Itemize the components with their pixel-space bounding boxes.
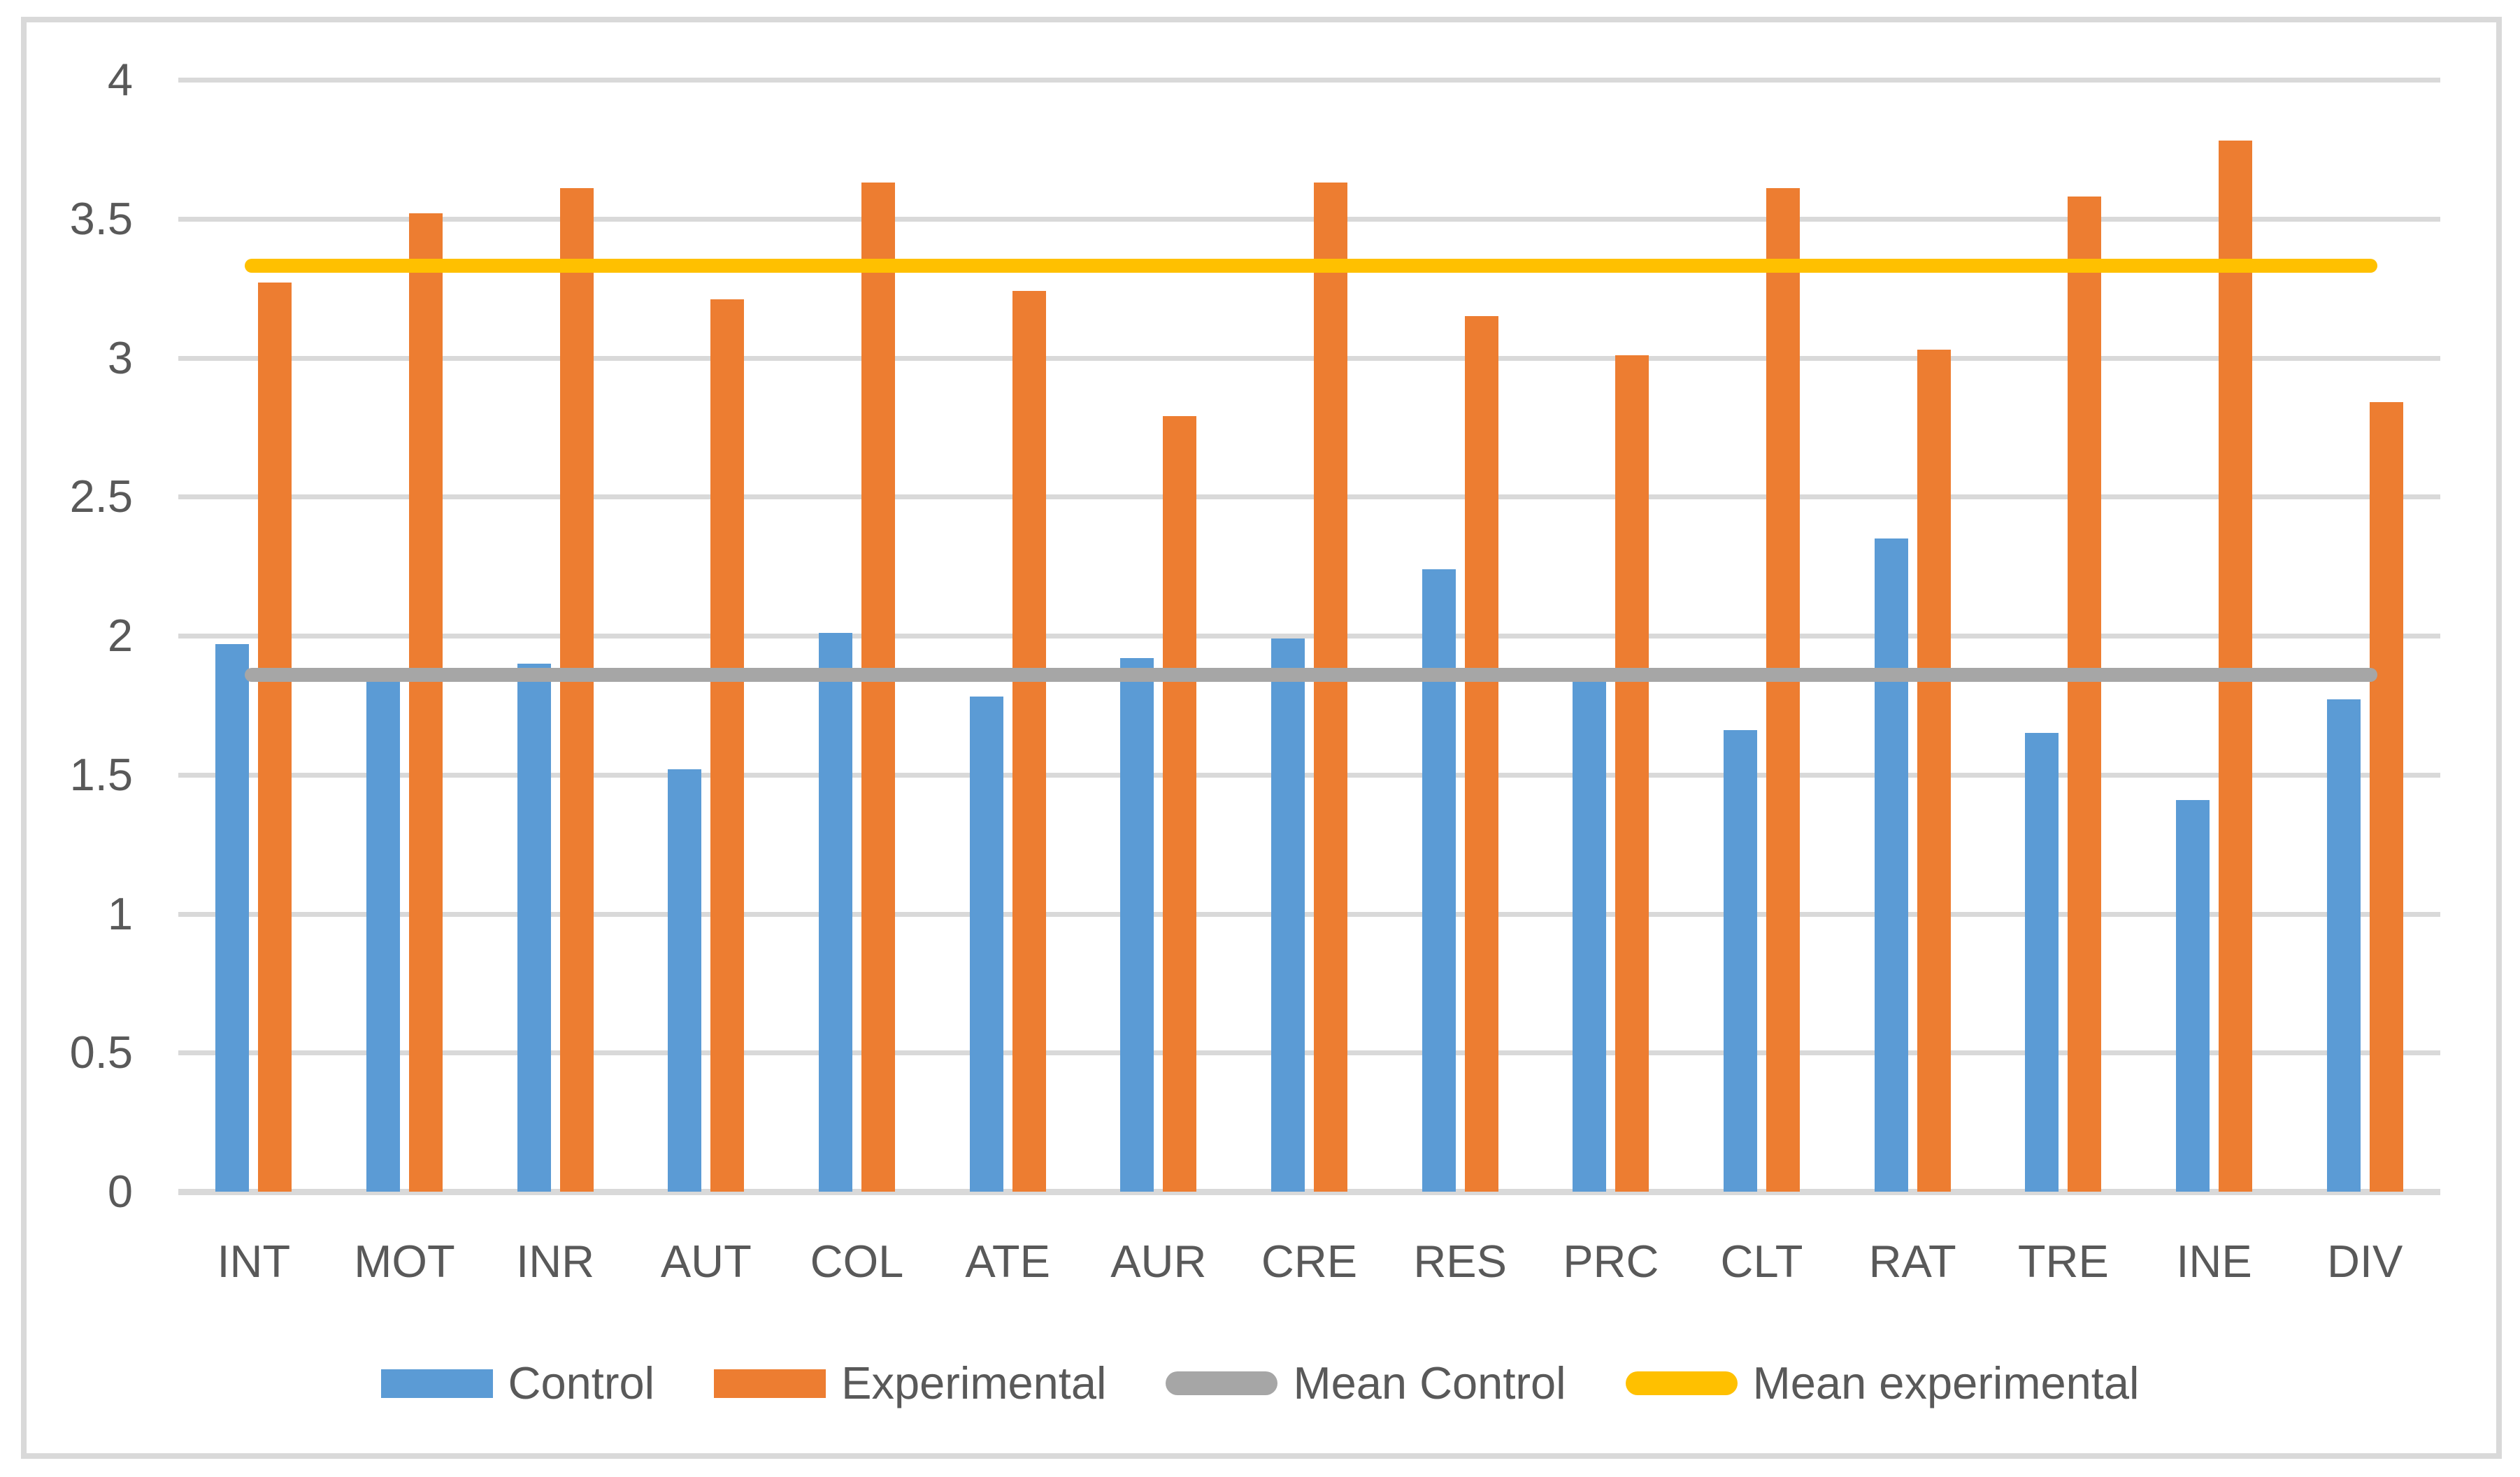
y-axis-tick-label: 3.5: [69, 192, 133, 244]
gridline: [178, 911, 2440, 917]
gridline: [178, 494, 2440, 500]
bar-experimental-int: [258, 283, 292, 1192]
x-axis-baseline: [178, 1189, 2440, 1195]
legend-swatch-control: [380, 1369, 493, 1398]
bar-experimental-rat: [1917, 349, 1951, 1192]
legend: Control Experimental Mean Control Mean expe…: [0, 1355, 2520, 1411]
x-axis-category-label: ATE: [965, 1236, 1050, 1287]
bar-experimental-res: [1464, 315, 1498, 1192]
mean-line-mean-control: [245, 667, 2377, 682]
legend-item-control: Control: [380, 1357, 655, 1408]
bar-experimental-aur: [1163, 415, 1197, 1192]
y-axis-tick-label: 2.5: [69, 471, 133, 522]
bar-control-col: [819, 633, 852, 1192]
bar-control-div: [2326, 699, 2361, 1192]
x-axis-category-label: RAT: [1868, 1236, 1956, 1287]
legend-label: Mean Control: [1293, 1357, 1566, 1408]
x-axis-category-label: INR: [516, 1236, 595, 1287]
legend-item-mean-experimental: Mean experimental: [1625, 1357, 2140, 1408]
bar-experimental-cre: [1314, 183, 1347, 1192]
gridline: [178, 1050, 2440, 1056]
bar-experimental-col: [861, 183, 895, 1192]
gridline: [178, 355, 2440, 361]
legend-item-experimental: Experimental: [714, 1359, 1106, 1408]
bar-experimental-clt: [1766, 188, 1800, 1192]
gridline: [178, 216, 2440, 222]
x-axis-category-label: INE: [2176, 1236, 2252, 1287]
bar-experimental-div: [2369, 402, 2403, 1192]
bar-control-mot: [366, 677, 400, 1192]
bar-control-ine: [2176, 799, 2210, 1192]
x-axis-category-label: AUR: [1110, 1236, 1207, 1287]
bar-control-clt: [1724, 730, 1757, 1192]
y-axis-tick-label: 2: [107, 610, 133, 661]
y-axis-tick-label: 1.5: [69, 748, 133, 800]
legend-label: Mean experimental: [1752, 1357, 2140, 1408]
legend-swatch-experimental: [714, 1369, 826, 1398]
x-axis-category-label: PRC: [1563, 1236, 1659, 1287]
legend-item-mean-control: Mean Control: [1166, 1359, 1566, 1408]
legend-label: Experimental: [841, 1357, 1107, 1408]
bar-control-aur: [1120, 657, 1154, 1192]
bar-experimental-tre: [2068, 196, 2102, 1192]
x-axis-category-label: TRE: [2017, 1236, 2109, 1287]
gridline: [178, 772, 2440, 778]
bar-experimental-prc: [1615, 355, 1649, 1192]
bar-control-int: [215, 643, 250, 1192]
y-axis-tick-label: 0: [107, 1166, 133, 1217]
gridline: [178, 78, 2440, 83]
x-axis-category-label: DIV: [2326, 1236, 2403, 1287]
bar-control-tre: [2025, 733, 2059, 1192]
x-axis-category-label: CRE: [1261, 1236, 1358, 1287]
bar-experimental-inr: [559, 188, 594, 1192]
x-axis-category-label: CLT: [1720, 1236, 1803, 1287]
legend-label: Control: [508, 1357, 655, 1408]
bar-control-res: [1422, 569, 1456, 1192]
x-axis-category-label: INT: [217, 1236, 291, 1287]
bar-control-prc: [1573, 669, 1607, 1192]
mean-line-mean-experimental: [245, 259, 2377, 273]
bar-experimental-ate: [1012, 291, 1046, 1192]
bar-control-cre: [1271, 638, 1305, 1192]
bar-control-ate: [969, 697, 1003, 1192]
y-axis-tick-label: 1: [107, 887, 133, 939]
legend-swatch-mean-control: [1166, 1371, 1278, 1395]
y-axis-tick-label: 0.5: [69, 1027, 133, 1078]
x-axis-category-label: RES: [1413, 1236, 1507, 1287]
bar-control-inr: [517, 663, 551, 1192]
x-axis-category-label: MOT: [354, 1236, 455, 1287]
y-axis-tick-label: 3: [107, 331, 133, 383]
bar-experimental-aut: [710, 299, 745, 1192]
bar-experimental-ine: [2219, 141, 2252, 1192]
bar-control-aut: [668, 769, 702, 1192]
x-axis-category-label: COL: [810, 1236, 904, 1287]
legend-swatch-mean-experimental: [1625, 1371, 1738, 1395]
bar-control-rat: [1874, 538, 1908, 1192]
y-axis-tick-label: 4: [107, 54, 133, 105]
gridline: [178, 634, 2440, 638]
bar-experimental-mot: [409, 213, 443, 1192]
x-axis-category-label: AUT: [660, 1236, 752, 1287]
